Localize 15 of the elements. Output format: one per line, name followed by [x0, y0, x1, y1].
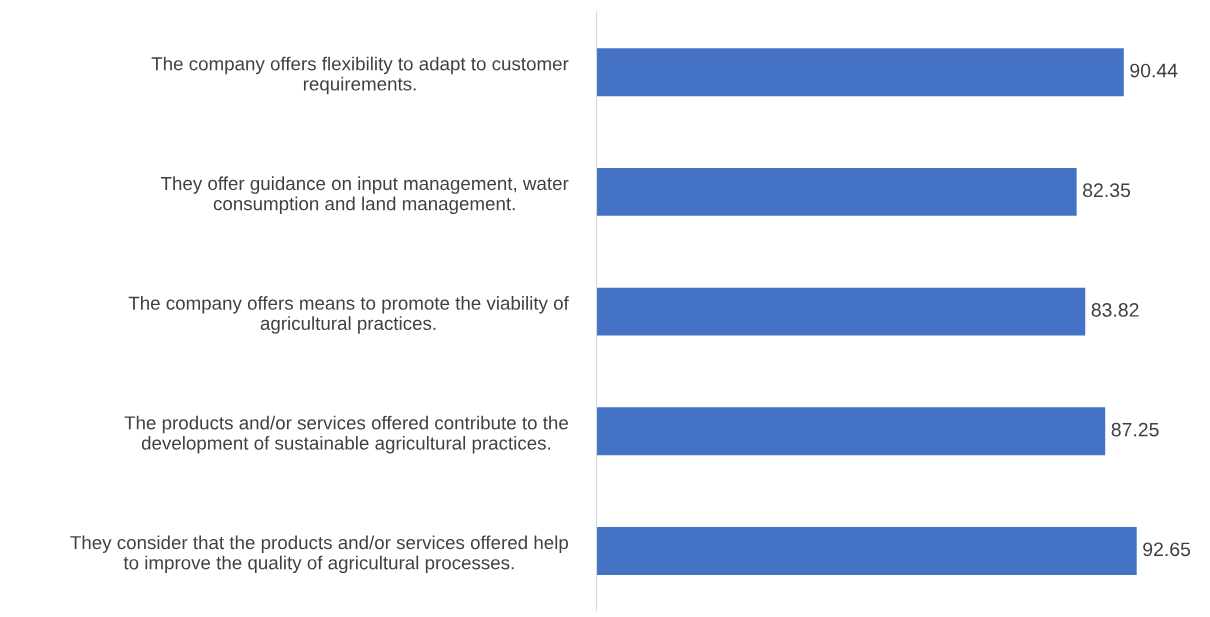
y-tick-label: The company offers flexibility to adapt to customer requirements. [151, 56, 569, 95]
data-label: 90.44 [1130, 63, 1178, 78]
data-label: 82.35 [1083, 183, 1131, 198]
y-tick-label: The products and/or services offered contribute to the development of sustainable agricultural practices. [124, 415, 568, 454]
bar [596, 287, 1086, 336]
y-tick-label: The company offers means to promote the viability of agricultural practices. [128, 296, 569, 334]
data-label: 87.25 [1111, 422, 1159, 437]
bar [596, 48, 1124, 97]
bar [596, 407, 1106, 456]
y-tick-label: They offer guidance on input management, water consumption and land management. [160, 176, 569, 215]
y-tick-label: They consider that the products and/or services offered help to improve the quality of agricultural processes. [70, 535, 568, 574]
data-label: 83.82 [1091, 303, 1139, 317]
bar [596, 167, 1077, 216]
bar [596, 527, 1137, 575]
data-label: 92.65 [1143, 542, 1191, 557]
